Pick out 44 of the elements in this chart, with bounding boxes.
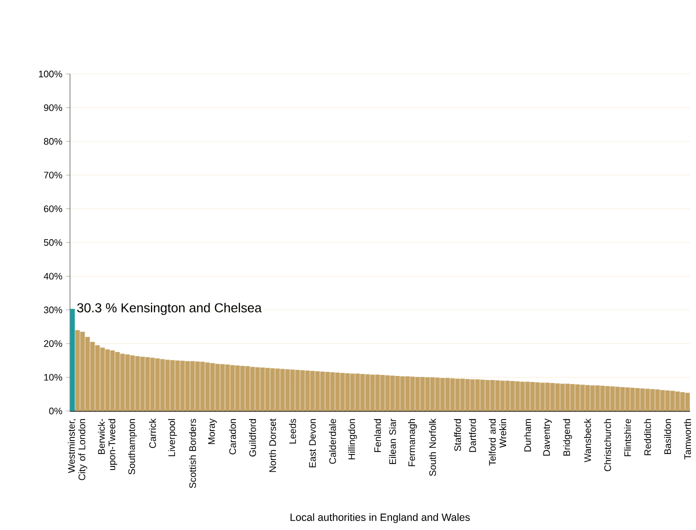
y-tick-label: 60%: [44, 205, 62, 212]
x-tick-label: Guildford: [249, 419, 256, 456]
x-tick-label: Scottish Borders: [189, 418, 196, 488]
x-tick-label: Caradon: [229, 419, 236, 454]
x-tick-label: Calderdale: [329, 418, 336, 464]
bar: [70, 308, 75, 411]
x-tick-label: Hillingdon: [348, 419, 357, 460]
x-tick-label: Flintshire: [624, 418, 631, 456]
x-tick-label: Daventry: [543, 418, 552, 456]
x-tick-label: Eilean Siar: [389, 418, 396, 464]
y-tick-label: 100%: [38, 70, 62, 78]
y-tick-label: 30%: [44, 306, 62, 314]
x-tick-label: Fermanagh: [408, 419, 417, 466]
x-axis-title: Local authorities in England and Wales: [290, 513, 470, 524]
x-tick-label: Telford and Wrekin: [488, 419, 506, 466]
y-tick-label: 10%: [44, 374, 62, 381]
x-tick-label: Carrick: [149, 418, 156, 448]
x-tick-label: Liverpool: [168, 419, 177, 456]
x-tick-label: North Dorset: [269, 418, 276, 472]
x-tick-label: East Devon: [309, 419, 316, 468]
x-tick-label: Leeds: [289, 418, 296, 444]
x-tick-label: Wansbeck: [584, 418, 591, 462]
x-tick-label: Redditch: [644, 419, 651, 456]
y-tick-label: 40%: [44, 272, 62, 280]
y-tick-label: 0%: [49, 408, 62, 414]
x-tick-label: Tamworth: [684, 419, 691, 460]
y-tick-label: 90%: [44, 104, 62, 112]
annotation: 30.3 % Kensington and Chelsea: [77, 302, 262, 315]
x-tick-label: South Norfolk: [429, 418, 436, 476]
x-tick-label: Basildon: [664, 419, 671, 454]
y-tick-label: 20%: [44, 340, 62, 347]
x-tick-label: Fenland: [374, 419, 381, 452]
x-tick-label: Westminster, City of London: [68, 419, 88, 480]
x-tick-label: Stafford: [454, 419, 461, 452]
x-tick-label: Christchurch: [604, 419, 611, 472]
x-tick-label: Moray: [208, 418, 217, 444]
x-tick-label: Dartford: [469, 419, 476, 452]
x-tick-label: Bridgend: [563, 419, 572, 456]
x-tick-label: Berwick-upon-Tweed: [98, 418, 118, 470]
y-tick-label: 70%: [44, 172, 62, 178]
y-tick-label: 80%: [44, 138, 62, 145]
x-tick-label: Durham: [524, 419, 531, 452]
y-tick-label: 50%: [44, 239, 62, 246]
x-tick-label: Southampton: [128, 419, 137, 474]
